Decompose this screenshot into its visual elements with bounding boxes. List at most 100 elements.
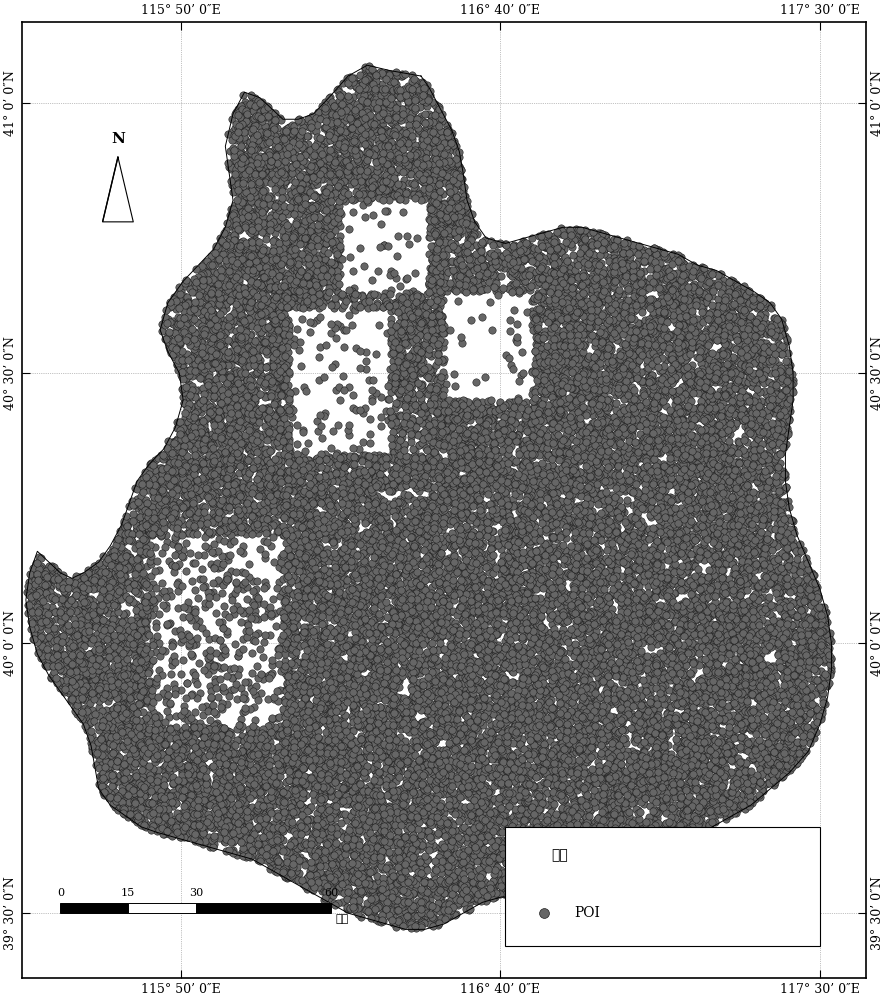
Point <box>186 489 201 505</box>
Point <box>308 277 322 293</box>
Point <box>438 478 452 494</box>
Point <box>543 234 558 250</box>
Point <box>408 869 423 885</box>
Point <box>425 650 440 666</box>
Point <box>453 853 467 869</box>
Point <box>357 658 371 674</box>
Point <box>232 122 246 138</box>
Point <box>789 756 803 772</box>
Point <box>670 491 685 507</box>
Point <box>474 774 488 790</box>
Point <box>601 858 615 874</box>
Point <box>339 163 353 179</box>
Point <box>331 81 345 97</box>
Point <box>564 236 578 252</box>
Point <box>119 705 133 721</box>
Point <box>242 255 257 271</box>
Point <box>245 409 259 425</box>
Point <box>624 510 638 526</box>
Point <box>355 605 369 621</box>
Point <box>708 722 722 738</box>
Point <box>667 760 681 776</box>
Point <box>650 454 664 470</box>
Point <box>801 589 815 605</box>
Point <box>746 668 760 684</box>
Point <box>269 219 283 235</box>
Point <box>693 343 707 359</box>
Point <box>399 605 413 621</box>
Point <box>266 454 280 470</box>
Point <box>373 64 387 80</box>
Point <box>39 613 53 629</box>
Point <box>790 598 805 614</box>
Point <box>790 736 805 752</box>
Point <box>529 317 543 333</box>
Point <box>347 96 361 112</box>
Point <box>301 624 315 640</box>
Point <box>129 811 143 827</box>
Point <box>651 650 665 666</box>
Point <box>266 816 280 832</box>
Point <box>656 422 670 438</box>
Point <box>684 682 698 698</box>
Point <box>518 273 532 289</box>
Point <box>389 76 403 92</box>
Point <box>123 695 138 711</box>
Point <box>391 594 405 610</box>
Point <box>244 278 258 294</box>
Point <box>289 607 304 623</box>
Point <box>599 858 614 874</box>
Point <box>554 527 568 543</box>
Point <box>761 477 775 493</box>
Point <box>702 814 716 830</box>
Point <box>545 504 559 520</box>
Point <box>456 407 470 423</box>
Point <box>61 577 75 593</box>
Point <box>478 812 492 828</box>
Point <box>757 339 772 355</box>
Point <box>682 725 696 741</box>
Point <box>752 398 766 414</box>
Point <box>642 831 656 847</box>
Point <box>577 644 591 660</box>
Point <box>242 491 256 507</box>
Point <box>467 813 481 829</box>
Point <box>280 217 294 233</box>
Point <box>181 636 195 652</box>
Point <box>201 385 215 401</box>
Point <box>448 619 463 635</box>
Point <box>689 293 703 309</box>
Point <box>501 247 515 263</box>
Point <box>281 781 295 797</box>
Point <box>183 303 197 319</box>
Point <box>430 690 444 706</box>
Point <box>424 599 438 615</box>
Point <box>478 848 492 864</box>
Point <box>753 469 767 485</box>
Point <box>357 556 371 572</box>
Point <box>558 275 572 291</box>
Point <box>660 715 674 731</box>
Point <box>337 113 352 129</box>
Point <box>286 619 300 635</box>
Point <box>243 496 258 512</box>
Point <box>450 178 464 194</box>
Point <box>279 441 293 457</box>
Point <box>640 607 654 623</box>
Point <box>716 305 730 321</box>
Point <box>455 855 469 871</box>
Point <box>557 628 571 644</box>
Point <box>746 365 760 381</box>
Point <box>339 528 353 544</box>
Point <box>461 672 475 688</box>
Point <box>392 135 407 151</box>
Point <box>514 398 528 414</box>
Point <box>102 703 116 719</box>
Point <box>480 610 494 626</box>
Point <box>527 250 542 266</box>
Point <box>383 170 397 186</box>
Point <box>294 696 308 712</box>
Point <box>723 414 737 430</box>
Point <box>351 153 365 169</box>
Point <box>802 629 816 645</box>
